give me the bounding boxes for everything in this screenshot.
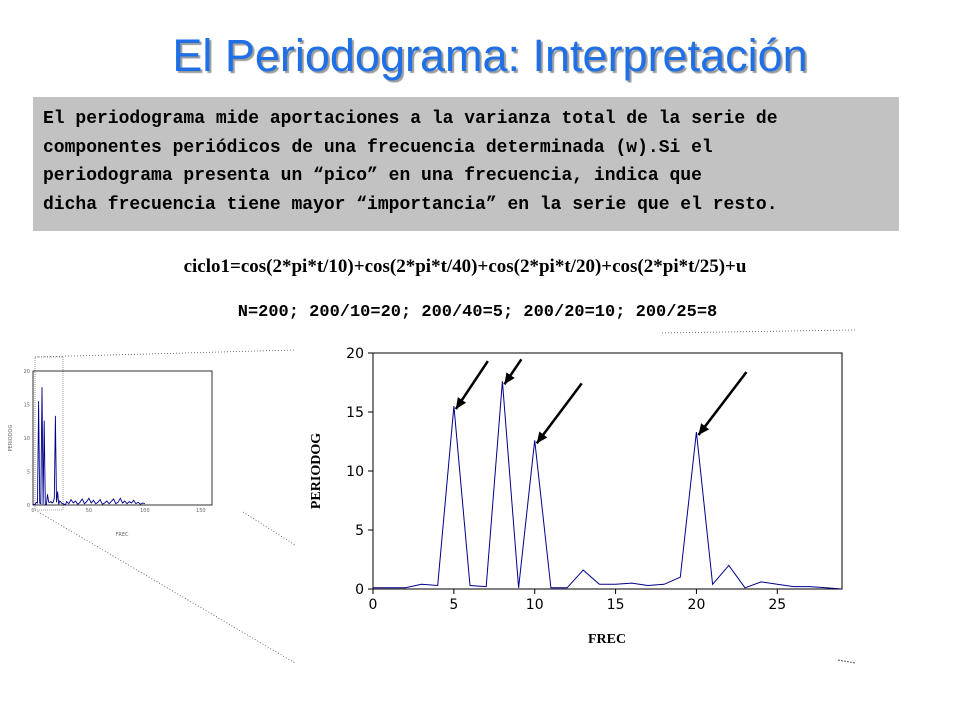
mini-y-tick-label: 10: [24, 436, 30, 442]
peak-arrow: [454, 360, 489, 410]
peak-arrow: [503, 358, 523, 386]
description-box: El periodograma mide aportaciones a la v…: [33, 97, 899, 231]
mini-series-line: [33, 387, 146, 506]
description-line: dicha frecuencia tiene mayor “importanci…: [43, 194, 778, 215]
x-tick-label: 25: [768, 597, 786, 613]
description-line: El periodograma mide aportaciones a la v…: [43, 109, 778, 129]
x-tick-label: 20: [688, 597, 706, 613]
slide-title: El Periodograma: Interpretación: [172, 30, 808, 81]
arrow-head: [698, 423, 710, 436]
x-tick-label: 15: [607, 597, 625, 613]
description-line: periodograma presenta un “pico” en una f…: [43, 166, 702, 186]
mini-y-tick-label: 5: [27, 470, 30, 476]
peak-arrow: [697, 371, 748, 436]
mini-y-tick-label: 0: [27, 503, 30, 509]
zoom-connector-lines: [34, 329, 856, 664]
formula-text: ciclo1=cos(2*pi*t/10)+cos(2*pi*t/40)+cos…: [183, 256, 747, 277]
main-series-line: [373, 381, 843, 590]
x-tick-label: 0: [369, 597, 378, 613]
arrow-head: [536, 431, 548, 444]
x-axis-label: FREC: [588, 632, 626, 647]
main-plot-frame: [372, 352, 843, 590]
full-periodogram-chart: 0 5 10 15 20 0 50 100 150 PERIODOG FREC: [8, 369, 213, 538]
mini-plot-frame: [32, 370, 213, 506]
x-tick-label: 10: [526, 597, 544, 613]
arrow-shaft: [535, 382, 583, 445]
n-calculation-text: N=200; 200/10=20; 200/40=5; 200/20=10; 2…: [237, 303, 718, 322]
mini-x-tick-label: 0: [31, 508, 34, 514]
zoomed-periodogram-chart: 0 5 10 15 20 0 5 10 15 20 25 PERIODOG FREC: [309, 346, 843, 647]
y-tick-label: 5: [355, 523, 364, 539]
mini-x-tick-label: 50: [86, 508, 92, 514]
y-tick-label: 15: [346, 405, 364, 421]
arrow-shaft: [697, 371, 748, 436]
mini-x-tick-label: 100: [140, 508, 150, 514]
arrow-head: [455, 397, 467, 410]
mini-y-tick-label: 15: [24, 403, 30, 409]
y-tick-label: 0: [355, 582, 364, 598]
description-line: componentes periódicos de una frecuencia…: [43, 137, 713, 158]
mini-y-tick-label: 20: [24, 369, 30, 375]
x-tick-label: 5: [449, 597, 458, 613]
mini-x-tick-label: 150: [196, 508, 206, 514]
y-tick-label: 10: [346, 464, 364, 480]
mini-y-axis-label: PERIODOG: [8, 425, 14, 452]
arrow-head: [504, 372, 515, 385]
mini-x-axis-label: FREC: [115, 532, 129, 538]
peak-arrow: [535, 382, 583, 445]
y-axis-label: PERIODOG: [309, 433, 324, 509]
y-tick-label: 20: [346, 346, 364, 362]
